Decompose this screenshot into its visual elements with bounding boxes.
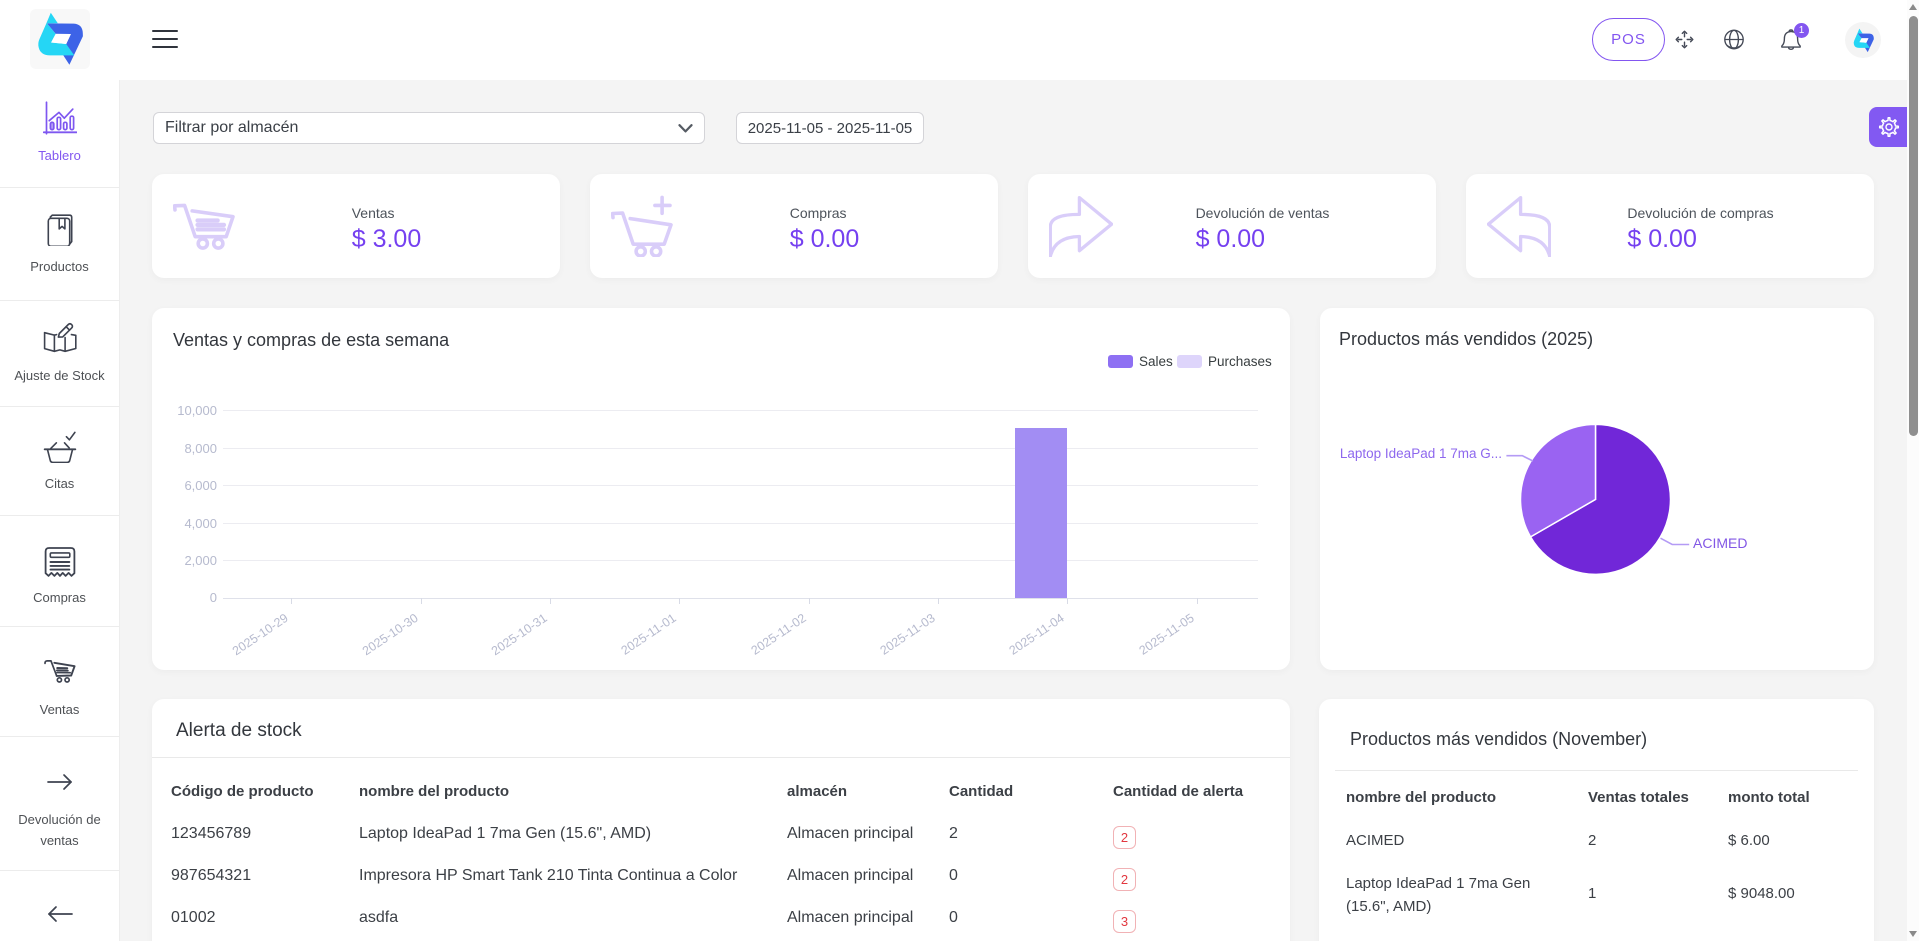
svg-text:2,000: 2,000	[184, 553, 217, 568]
svg-text:2025-10-30: 2025-10-30	[360, 611, 421, 658]
svg-text:0: 0	[210, 590, 217, 605]
svg-text:2025-11-05: 2025-11-05	[1137, 611, 1197, 658]
svg-text:2025-10-31: 2025-10-31	[489, 611, 550, 658]
svg-text:8,000: 8,000	[184, 441, 217, 456]
svg-text:Purchases: Purchases	[1208, 354, 1272, 369]
svg-text:6,000: 6,000	[184, 478, 217, 493]
svg-text:Laptop IdeaPad 1 7ma G...: Laptop IdeaPad 1 7ma G...	[1340, 446, 1502, 461]
svg-text:2025-11-04: 2025-11-04	[1007, 611, 1067, 658]
svg-text:Sales: Sales	[1139, 354, 1173, 369]
svg-text:ACIMED: ACIMED	[1693, 535, 1747, 551]
svg-text:2025-11-03: 2025-11-03	[878, 611, 938, 658]
svg-text:10,000: 10,000	[177, 403, 217, 418]
svg-text:2025-11-01: 2025-11-01	[619, 611, 679, 658]
svg-text:2025-10-29: 2025-10-29	[230, 611, 291, 658]
svg-text:2025-11-02: 2025-11-02	[749, 611, 809, 658]
svg-text:4,000: 4,000	[184, 516, 217, 531]
